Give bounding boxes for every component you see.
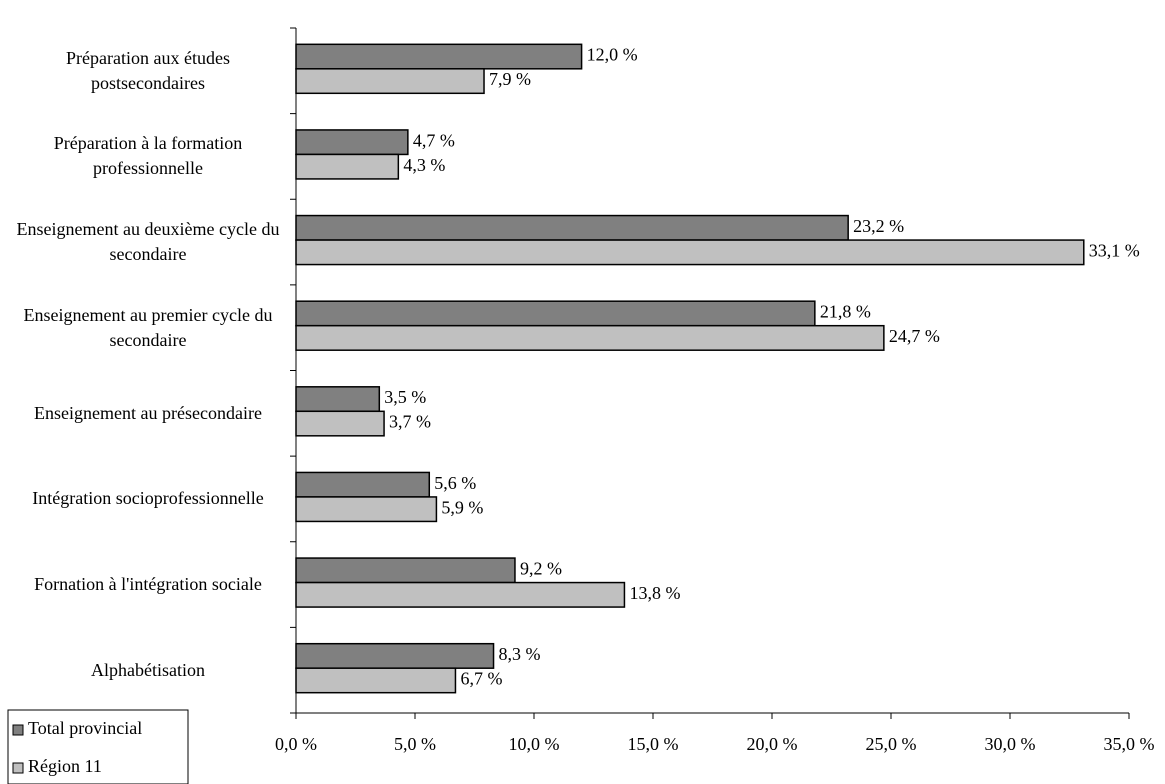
- value-label: 9,2 %: [520, 558, 562, 578]
- category-label: Alphabétisation: [91, 659, 205, 680]
- legend-box: [7, 709, 189, 784]
- value-label: 8,3 %: [499, 644, 541, 664]
- category-label: Préparation aux études postsecondaires: [66, 47, 230, 93]
- value-label: 6,7 %: [460, 669, 502, 689]
- legend-swatch: [12, 724, 24, 736]
- bar: [295, 129, 409, 156]
- bar: [295, 43, 583, 70]
- bar: [295, 557, 516, 584]
- x-tick-label: 0,0 %: [275, 734, 317, 754]
- bar: [295, 581, 626, 608]
- bar: [295, 324, 885, 351]
- value-label: 33,1 %: [1089, 240, 1140, 260]
- category-label: Enseignement au premier cycle du seconda…: [23, 304, 273, 350]
- value-label: 4,3 %: [403, 155, 445, 175]
- value-label: 24,7 %: [889, 326, 940, 346]
- value-label: 5,6 %: [434, 473, 476, 493]
- bar: [295, 386, 381, 413]
- bar: [295, 214, 849, 241]
- category-label: Enseignement au présecondaire: [34, 402, 262, 423]
- x-tick-label: 15,0 %: [628, 734, 679, 754]
- bar: [295, 239, 1085, 266]
- bar: [295, 642, 495, 669]
- value-label: 5,9 %: [441, 497, 483, 517]
- x-tick-label: 20,0 %: [747, 734, 798, 754]
- x-tick-label: 10,0 %: [509, 734, 560, 754]
- x-tick-label: 30,0 %: [985, 734, 1036, 754]
- value-label: 3,5 %: [384, 387, 426, 407]
- x-tick-label: 25,0 %: [866, 734, 917, 754]
- value-label: 7,9 %: [489, 69, 531, 89]
- bar: [295, 667, 457, 694]
- legend-swatch: [12, 762, 24, 774]
- value-label: 4,7 %: [413, 130, 455, 150]
- category-label: Fornation à l'intégration sociale: [34, 574, 262, 595]
- value-label: 13,8 %: [629, 583, 680, 603]
- bar: [295, 496, 438, 523]
- value-label: 21,8 %: [820, 302, 871, 322]
- bar: [295, 68, 485, 95]
- x-tick-label: 5,0 %: [394, 734, 436, 754]
- bar: [295, 153, 400, 180]
- bar: [295, 471, 431, 498]
- category-label: Préparation à la formation professionnel…: [53, 133, 243, 179]
- value-label: 12,0 %: [587, 45, 638, 65]
- bar: [295, 300, 816, 327]
- legend-label: Région 11: [28, 756, 102, 776]
- bar: [295, 410, 385, 437]
- category-label: Enseignement au deuxième cycle du second…: [16, 219, 280, 265]
- value-label: 23,2 %: [853, 216, 904, 236]
- category-label: Intégration socioprofessionnelle: [32, 488, 264, 509]
- legend-label: Total provincial: [28, 718, 142, 738]
- x-tick-label: 35,0 %: [1104, 734, 1155, 754]
- value-label: 3,7 %: [389, 412, 431, 432]
